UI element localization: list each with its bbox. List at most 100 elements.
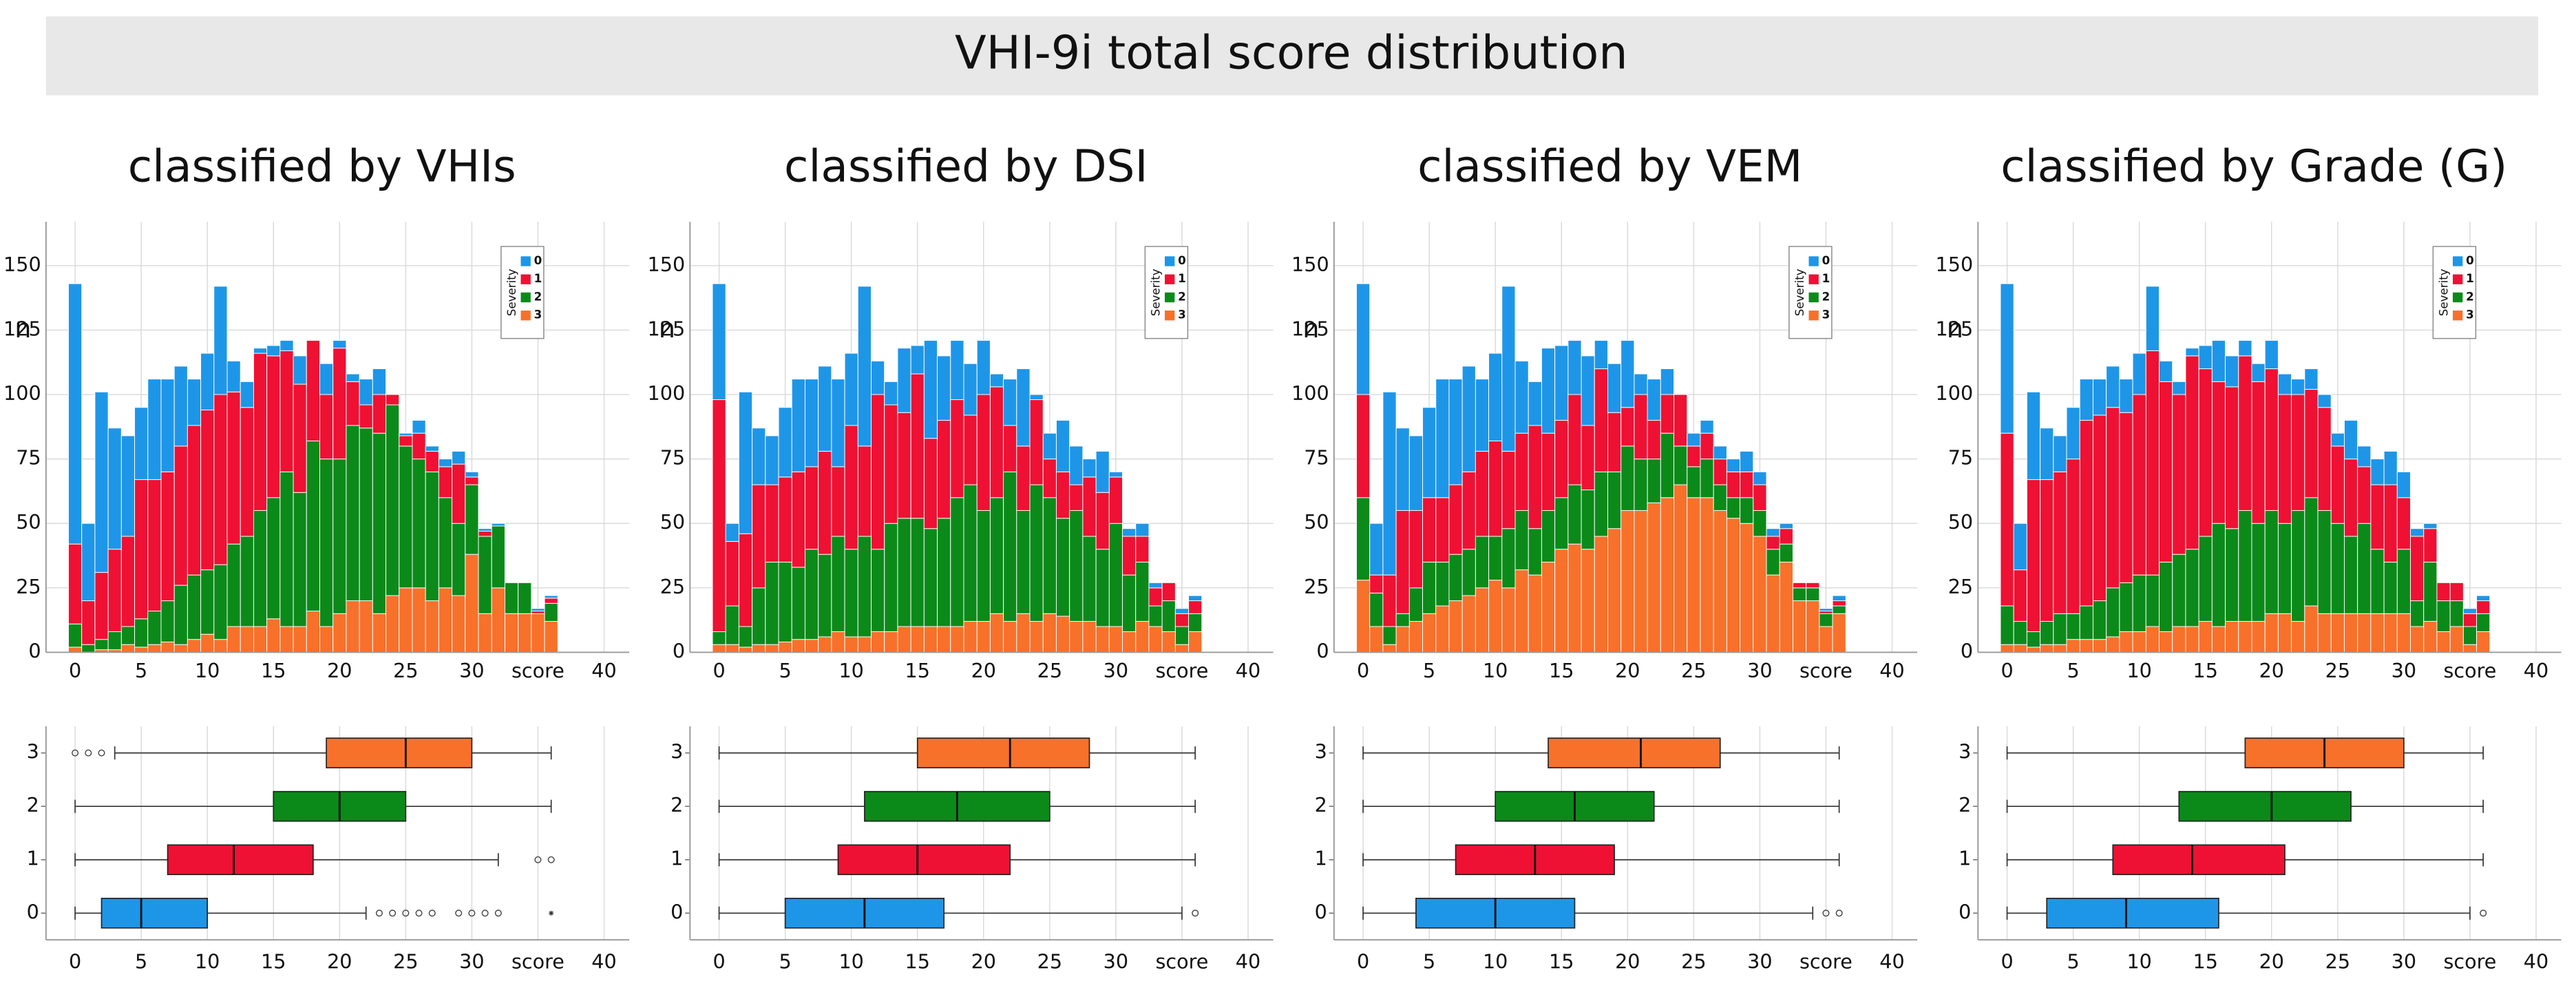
x-tick-label: 0 [2000, 949, 2013, 973]
outlier [428, 909, 436, 917]
bar-segment [399, 435, 413, 447]
bar-segment [1055, 518, 1070, 617]
x-tick-label: score [511, 659, 564, 682]
bar-segment [1514, 569, 1529, 653]
bar-segment [1095, 626, 1110, 653]
bar-segment [2383, 450, 2398, 485]
outlier [85, 749, 92, 757]
bar-segment [976, 339, 991, 395]
y-tick-label: 25 [660, 575, 685, 598]
bar-segment [2132, 353, 2146, 395]
bar-segment [818, 366, 832, 452]
y-tick-label: 0 [1961, 639, 1973, 662]
bar-segment [1408, 510, 1424, 589]
bar-segment [857, 286, 872, 447]
bar-segment [1016, 613, 1031, 653]
bar-segment [1435, 497, 1450, 562]
bar-segment [765, 435, 779, 485]
bar-segment [173, 366, 188, 447]
x-tick-label: 30 [1747, 949, 1772, 973]
bar-segment [1475, 587, 1490, 653]
bar-segment [1607, 471, 1622, 529]
bar-segment [452, 450, 466, 465]
bar-segment [2462, 608, 2478, 614]
x-tick-label: 0 [69, 949, 81, 973]
x-tick-label: 20 [327, 659, 352, 682]
bar-segment [1408, 587, 1424, 622]
x-tick-label: 15 [261, 949, 286, 973]
bar-segment [1422, 407, 1437, 498]
bar-segment [1422, 613, 1437, 653]
bar-segment [2462, 644, 2478, 653]
bar-segment [910, 373, 925, 519]
bar-segment [2277, 394, 2292, 524]
y-tick-label: 100 [1291, 381, 1329, 405]
bar-segment [2079, 379, 2093, 421]
bar-segment [452, 523, 466, 596]
bar-segment [1766, 528, 1780, 537]
bar-segment [2410, 536, 2425, 602]
bar-segment [1528, 381, 1542, 426]
bar-segment [963, 621, 978, 653]
bar-segment [2343, 459, 2358, 537]
bar-segment [2238, 621, 2252, 653]
x-tick-label: score [511, 949, 564, 973]
x-tick-label: 0 [69, 659, 81, 682]
bar-segment [386, 404, 400, 596]
bar-segment [531, 608, 545, 612]
bar-segment [1740, 471, 1754, 498]
bar-segment [1832, 605, 1846, 614]
bar-segment [240, 536, 254, 627]
bar-segment [2026, 391, 2041, 481]
x-tick-label: 5 [135, 949, 147, 973]
y-tick-label: 2 [27, 793, 39, 817]
bar-segment [1687, 432, 1701, 447]
bar-segment [1174, 613, 1190, 627]
bar-segment [438, 466, 453, 498]
bar-segment [738, 533, 753, 627]
bar-segment [253, 510, 268, 627]
bar-segment [2330, 613, 2345, 653]
y-tick-label: 100 [3, 381, 41, 405]
bar-segment [2291, 394, 2305, 511]
box [2046, 897, 2219, 929]
bar-segment [884, 631, 898, 653]
legend-swatch [520, 256, 531, 266]
legend-label: 2 [534, 289, 542, 303]
bar-segment [910, 518, 925, 627]
bar-segment [2185, 355, 2199, 550]
x-tick-label: 15 [1549, 659, 1574, 682]
bar-segment [2423, 621, 2438, 653]
x-tick-label: 20 [971, 659, 996, 682]
legend-label: 0 [534, 253, 542, 267]
bar-segment [976, 510, 991, 622]
bar-segment [107, 428, 122, 550]
bar-segment [2106, 407, 2120, 589]
bar-segment [240, 626, 254, 653]
bar-segment [1740, 450, 1754, 472]
bar-segment [2264, 339, 2279, 370]
bar-segment [910, 626, 925, 653]
bar-segment [1422, 497, 1437, 562]
x-tick-label: 10 [195, 949, 220, 973]
outlier [1822, 909, 1830, 917]
bar-segment [2291, 621, 2305, 653]
bar-segment [1356, 394, 1371, 498]
bar-segment [1435, 561, 1450, 607]
bar-segment [1135, 621, 1150, 653]
bar-segment [2026, 479, 2041, 632]
x-tick-label: 25 [393, 659, 418, 682]
bar-segment [200, 633, 215, 653]
bar-segment [1095, 492, 1110, 550]
bar-segment [465, 484, 479, 555]
x-tick-label: 0 [1357, 949, 1369, 973]
bar-segment [386, 595, 400, 653]
bar-segment [279, 339, 294, 351]
bar-segment [1488, 440, 1503, 537]
bar-segment [1395, 510, 1410, 614]
bar-segment [1461, 595, 1476, 653]
legend-title: Severity [505, 269, 518, 316]
bar-segment [2000, 605, 2014, 645]
bar-segment [531, 611, 545, 614]
bar-segment [1726, 459, 1741, 472]
